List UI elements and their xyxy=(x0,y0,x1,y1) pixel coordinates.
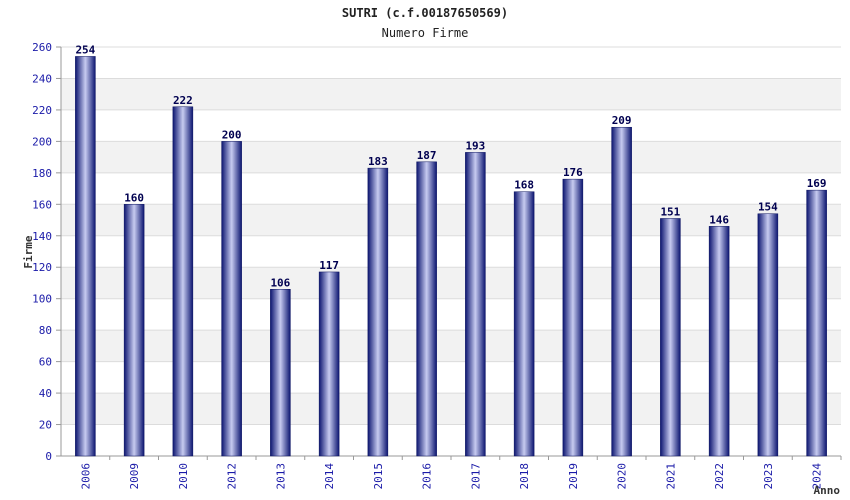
x-tick-label-2018: 2018 xyxy=(518,463,531,490)
y-tick-label: 100 xyxy=(32,293,52,306)
x-tick-label-2010: 2010 xyxy=(177,463,190,490)
value-label-2019: 176 xyxy=(563,166,583,179)
x-tick-label-2013: 2013 xyxy=(274,463,287,490)
bar-2013 xyxy=(270,289,291,457)
bar-2023 xyxy=(757,213,779,457)
x-tick-label-2022: 2022 xyxy=(713,463,726,490)
bar-2017 xyxy=(465,152,486,457)
value-label-2020: 209 xyxy=(612,114,632,127)
value-label-2024: 169 xyxy=(807,177,827,190)
x-tick-label-2009: 2009 xyxy=(128,463,141,490)
bar-2020 xyxy=(611,126,632,457)
x-axis-label: Anno xyxy=(814,484,841,497)
bar-2021 xyxy=(660,218,681,457)
value-label-2010: 222 xyxy=(173,94,193,107)
value-label-2009: 160 xyxy=(124,191,144,204)
x-tick-label-2014: 2014 xyxy=(323,463,336,490)
x-tick-labels: 2006 2009 2010 2012 2013 2014 2015 2016 2017 2018… xyxy=(79,456,842,490)
bar-2006 xyxy=(75,56,96,457)
x-tick-label-2006: 2006 xyxy=(79,463,92,490)
bar-2009 xyxy=(123,204,145,457)
value-label-2016: 187 xyxy=(417,149,437,162)
value-label-2015: 183 xyxy=(368,155,388,168)
chart-title: SUTRI (c.f.00187650569) xyxy=(342,6,508,20)
grid-band xyxy=(61,78,841,110)
y-axis-label: Firme xyxy=(22,235,35,268)
bar-2024 xyxy=(806,189,827,457)
bar-2014 xyxy=(318,271,340,457)
value-label-2018: 168 xyxy=(514,179,534,192)
y-tick-label: 0 xyxy=(45,450,52,463)
x-tick-label-2017: 2017 xyxy=(469,463,482,490)
x-tick-label-2023: 2023 xyxy=(762,463,775,490)
x-tick-label-2019: 2019 xyxy=(567,463,580,490)
y-tick-labels: 0 20 40 60 80 100 120 140 160 180 200 220 240 260 xyxy=(32,41,52,463)
bar-2019 xyxy=(562,178,584,457)
value-label-2022: 146 xyxy=(709,213,729,226)
bar-2016 xyxy=(416,161,437,457)
bar-2012 xyxy=(221,141,242,457)
y-tick-label: 20 xyxy=(39,419,52,432)
grid-band xyxy=(61,47,841,79)
value-label-2014: 117 xyxy=(319,259,339,272)
y-tick-label: 180 xyxy=(32,167,52,180)
x-tick-label-2012: 2012 xyxy=(226,463,239,490)
y-tick-label: 240 xyxy=(32,72,52,85)
y-tick-label: 40 xyxy=(39,387,52,400)
x-tick-label-2021: 2021 xyxy=(664,463,677,490)
x-tick-label-2016: 2016 xyxy=(421,463,434,490)
value-label-2013: 106 xyxy=(270,276,290,289)
y-tick-label: 200 xyxy=(32,135,52,148)
value-labels: 254 160 222 200 106 117 183 187 193 168 176 209 151 1… xyxy=(75,43,826,289)
y-tick-label: 160 xyxy=(32,198,52,211)
y-tick-label: 120 xyxy=(32,261,52,274)
value-label-2017: 193 xyxy=(465,139,485,152)
x-tick-label-2015: 2015 xyxy=(372,463,385,490)
chart-subtitle: Numero Firme xyxy=(382,26,469,40)
value-label-2012: 200 xyxy=(222,128,242,141)
y-tick-label: 60 xyxy=(39,356,52,369)
value-label-2023: 154 xyxy=(758,201,778,214)
y-tick-label: 260 xyxy=(32,41,52,54)
y-tick-label: 80 xyxy=(39,324,52,337)
value-label-2006: 254 xyxy=(75,43,95,56)
y-tick-label: 220 xyxy=(32,104,52,117)
y-tick-label: 140 xyxy=(32,230,52,243)
bar-2015 xyxy=(367,167,389,457)
value-label-2021: 151 xyxy=(660,205,680,218)
bar-2018 xyxy=(513,191,535,457)
bar-2010 xyxy=(172,106,194,457)
bar-2022 xyxy=(708,226,730,457)
bars xyxy=(75,56,827,457)
x-tick-label-2020: 2020 xyxy=(616,463,629,490)
x-tick-label-2024: 2024 xyxy=(811,463,824,490)
